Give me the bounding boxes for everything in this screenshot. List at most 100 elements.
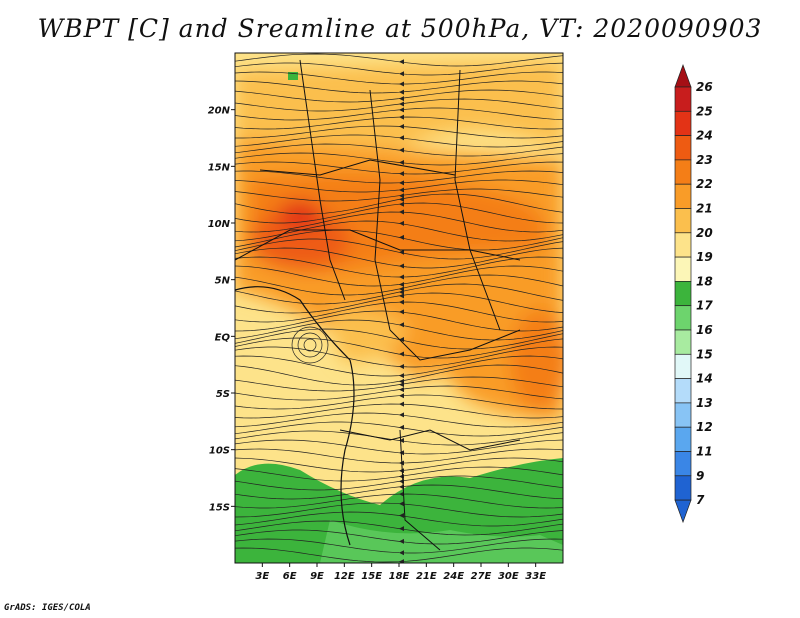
colorbar-label: 19 xyxy=(696,250,713,264)
streamline xyxy=(235,403,563,419)
streamline xyxy=(235,355,563,377)
vortex-streamline xyxy=(291,326,329,364)
streamline xyxy=(235,71,563,85)
streamline xyxy=(235,274,563,296)
streamline xyxy=(235,430,563,446)
streamline-arrow xyxy=(399,351,404,357)
streamline xyxy=(235,310,563,332)
streamline xyxy=(235,211,563,233)
colorbar-label: 16 xyxy=(696,323,713,337)
streamline xyxy=(235,188,563,202)
streamline xyxy=(235,502,563,518)
streamline-arrow xyxy=(399,559,404,563)
streamline xyxy=(235,98,563,112)
streamline xyxy=(235,520,563,536)
lon-label: 24E xyxy=(443,571,464,582)
colorbar-bottom-arrow xyxy=(674,499,692,524)
vortex-streamline xyxy=(297,332,323,358)
streamline-arrow xyxy=(399,382,404,388)
streamline-arrow xyxy=(399,71,404,77)
streamline xyxy=(235,134,563,148)
streamline-arrow xyxy=(399,187,404,193)
lat-label: 5N xyxy=(215,276,231,287)
streamline-arrow xyxy=(399,180,404,186)
streamline-arrow xyxy=(399,393,404,399)
streamline-arrow xyxy=(399,424,404,430)
streamline-arrow xyxy=(399,209,404,215)
colorbar-label: 25 xyxy=(696,104,713,118)
streamline xyxy=(235,421,563,437)
streamline xyxy=(235,107,563,121)
colorbar-segment xyxy=(674,353,692,379)
streamline xyxy=(235,364,563,386)
streamline xyxy=(235,238,563,260)
colorbar-segment xyxy=(674,402,692,428)
streamline xyxy=(235,116,563,130)
streamline-arrow xyxy=(399,363,404,369)
streamline xyxy=(235,319,563,341)
colorbar-segment xyxy=(674,475,692,501)
colorbar-label: 13 xyxy=(696,396,713,410)
colorbar-label: 9 xyxy=(696,469,704,483)
lat-label: 20N xyxy=(208,106,231,117)
streamline-arrow xyxy=(399,412,404,418)
streamline-arrow xyxy=(399,289,404,295)
colorbar-segment xyxy=(674,378,692,404)
streamline-arrow xyxy=(399,193,404,199)
streamline xyxy=(235,202,563,224)
streamline-arrow xyxy=(399,293,404,299)
grads-credit: GrADS: IGES/COLA xyxy=(4,603,91,613)
streamline-arrow xyxy=(399,299,404,305)
lon-label: 33E xyxy=(525,571,546,582)
streamline xyxy=(235,80,563,94)
lat-label: 10N xyxy=(208,219,231,230)
streamline xyxy=(235,220,563,242)
streamline-arrow xyxy=(399,309,404,315)
colorbar-segment xyxy=(674,451,692,477)
streamline xyxy=(235,439,563,455)
lon-label: 21E xyxy=(416,571,437,582)
colorbar-segment xyxy=(674,281,692,307)
streamline-arrow xyxy=(399,135,404,141)
streamline xyxy=(235,256,563,278)
lat-label: 15N xyxy=(208,162,231,173)
streamline-arrow xyxy=(399,249,404,255)
streamline-arrow xyxy=(399,550,404,556)
streamline-arrow xyxy=(399,387,404,393)
streamline xyxy=(235,457,563,473)
streamline xyxy=(235,292,563,314)
colorbar-label: 17 xyxy=(696,299,713,313)
streamline xyxy=(235,337,563,359)
streamline-arrow xyxy=(399,378,404,384)
streamline-arrow xyxy=(399,59,404,65)
streamline xyxy=(235,283,563,305)
streamline xyxy=(235,53,563,67)
streamline-arrow xyxy=(399,220,404,226)
lon-label: 27E xyxy=(471,571,492,582)
streamline xyxy=(235,448,563,464)
streamline xyxy=(235,301,563,323)
colorbar-label: 20 xyxy=(696,226,713,240)
map-axes: 3E 6E 9E 12E 15E 18E 21E 24E 27E 30E 33E 20N 15N 10N 5… xyxy=(208,106,547,582)
streamline-arrow xyxy=(399,147,404,153)
streamline-arrow xyxy=(399,501,404,507)
streamline-arrow xyxy=(399,526,404,532)
colorbar-top-arrow xyxy=(674,63,692,88)
colorbar-label: 22 xyxy=(696,177,713,191)
streamline-arrow xyxy=(399,337,404,343)
streamline xyxy=(235,193,563,215)
streamline-arrow xyxy=(399,201,404,207)
streamline xyxy=(235,170,563,184)
colorbar-segment xyxy=(674,135,692,161)
streamline-arrow xyxy=(399,281,404,287)
lat-label: 5S xyxy=(216,389,230,400)
colorbar-segment xyxy=(674,110,692,136)
colorbar-segment xyxy=(674,183,692,209)
streamline xyxy=(235,125,563,139)
streamline-arrow xyxy=(399,373,404,379)
streamline-arrow xyxy=(399,114,404,120)
colorbar-label: 21 xyxy=(696,202,713,216)
lon-label: 9E xyxy=(310,571,324,582)
colorbar-segment xyxy=(674,86,692,112)
lon-label: 6E xyxy=(283,571,297,582)
